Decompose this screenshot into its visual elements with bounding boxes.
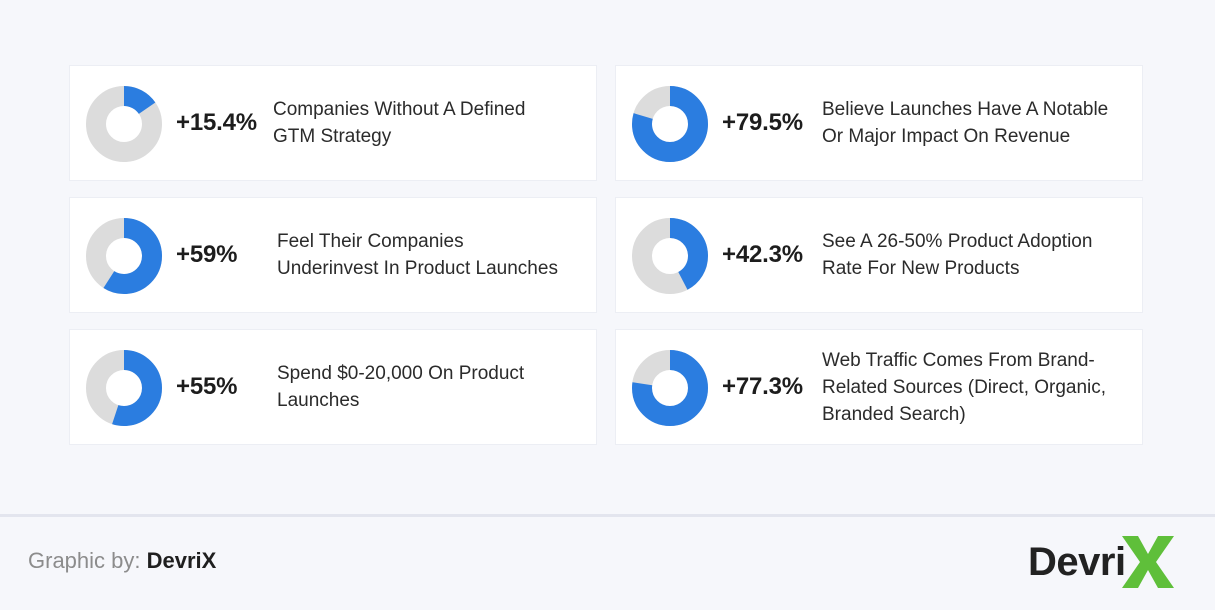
stat-description-line: Underinvest In Product Launches [277,258,558,279]
stat-card: +59% Feel Their Companies Underinvest In… [70,198,596,312]
stat-percentage: +42.3% [722,241,803,268]
stat-description: Spend $0-20,000 On Product Launches [277,330,577,444]
logo-wordmark: Devri [1028,540,1126,584]
stat-description: Companies Without A Defined GTM Strategy [273,66,553,180]
logo-x-icon [1122,536,1174,588]
stat-description-line: Launches [277,390,360,411]
donut-chart [632,86,708,162]
stat-percentage: +77.3% [722,373,803,400]
stat-description-line: Companies Without A Defined [273,99,526,120]
stat-description-line: Web Traffic Comes From Brand- [822,349,1095,371]
stat-description: See A 26-50% Product Adoption Rate For N… [822,198,1122,312]
stat-description-line: Related Sources (Direct, Organic, [822,376,1107,398]
stat-description-line: Rate For New Products [822,258,1020,279]
devrix-logo: Devri [1028,530,1188,594]
stat-description-line: Or Major Impact On Revenue [822,126,1071,147]
stat-description: Web Traffic Comes From Brand- Related So… [822,330,1132,444]
credit-brand: DevriX [146,548,217,573]
donut-chart [632,350,708,426]
stat-description-line: See A 26-50% Product Adoption [822,231,1093,252]
stat-card: +77.3% Web Traffic Comes From Brand- Rel… [616,330,1142,444]
stat-card: +55% Spend $0-20,000 On Product Launches [70,330,596,444]
donut-value-arc [632,86,708,162]
donut-value-arc [86,350,162,426]
donut-chart [86,350,162,426]
stat-description: Feel Their Companies Underinvest In Prod… [277,198,577,312]
stat-description-line: Spend $0-20,000 On Product [277,363,525,384]
donut-chart [86,86,162,162]
stat-percentage: +15.4% [176,109,257,136]
stat-description-line: GTM Strategy [273,126,392,147]
stat-card: +79.5% Believe Launches Have A Notable O… [616,66,1142,180]
stat-description: Believe Launches Have A Notable Or Major… [822,66,1122,180]
donut-chart [86,218,162,294]
stat-percentage: +59% [176,241,238,268]
donut-value-arc [632,218,708,294]
stat-card: +15.4% Companies Without A Defined GTM S… [70,66,596,180]
donut-chart [632,218,708,294]
stat-description-line: Believe Launches Have A Notable [822,99,1109,120]
stat-description-line: Feel Their Companies [277,231,464,252]
stat-percentage: +55% [176,373,238,400]
stat-description-line: Branded Search) [822,403,966,425]
donut-value-arc [632,350,708,426]
credit-prefix: Graphic by: [28,548,141,573]
donut-value-arc [86,86,162,162]
donut-value-arc [86,218,162,294]
graphic-credit: Graphic by: DevriX [28,548,216,574]
stat-card: +42.3% See A 26-50% Product Adoption Rat… [616,198,1142,312]
footer-divider [0,514,1215,517]
stat-percentage: +79.5% [722,109,803,136]
stats-grid: +15.4% Companies Without A Defined GTM S… [70,66,1142,444]
